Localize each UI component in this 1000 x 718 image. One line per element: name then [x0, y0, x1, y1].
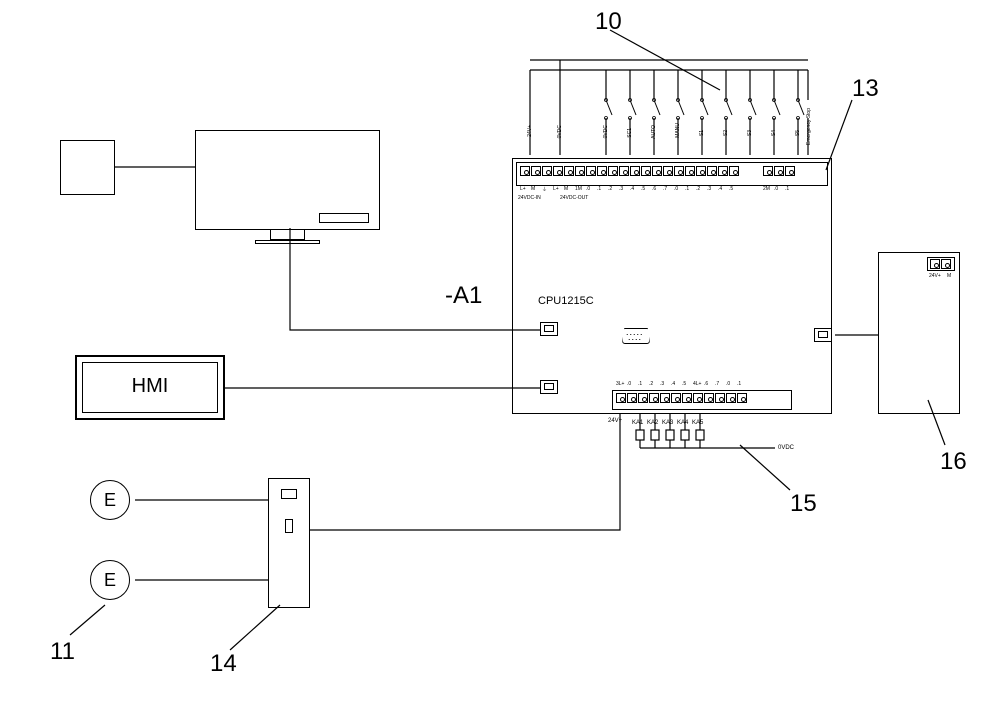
callout-14: 14: [210, 650, 237, 678]
sig-lbl-sc1: SC1: [627, 128, 633, 138]
out-24v-label: 24V+: [608, 418, 622, 424]
hmi-label: HMI: [77, 375, 223, 398]
callout-15: 15: [790, 490, 817, 518]
sig-lbl-0vdc-a: 0VDC: [557, 125, 563, 138]
sig-lbl-s5: S5: [795, 130, 801, 136]
diagram-canvas: HMI -A1 E E L+ M ⏚ L+ M 1M .0 .1 .2: [0, 0, 1000, 718]
module-port: [285, 519, 293, 533]
sig-lbl-s1: S1: [699, 130, 705, 136]
callout-13: 13: [852, 75, 879, 103]
plc-bottom-labels: 3L+ .0 .1 .2 .3 .4 .5 4L+ .6 .7 .0 .1: [616, 381, 747, 387]
monitor-base: [255, 240, 320, 244]
encoder-1-label: E: [104, 490, 116, 511]
plc-ethernet-port-2: [540, 380, 558, 394]
plc-top-labels: L+ M ⏚ L+ M 1M .0 .1 .2 .3 .4 .5 .6 .7 .…: [520, 186, 795, 193]
sig-lbl-auto: AUTO: [651, 125, 657, 139]
encoder-2: E: [90, 560, 130, 600]
exp-term-24v: 24V+: [929, 273, 941, 279]
plc-top-terminals: [520, 166, 795, 176]
callout-11: 11: [50, 638, 75, 666]
pwr-in-label: 24VDC-IN: [518, 195, 541, 201]
encoder-2-label: E: [104, 570, 116, 591]
sig-lbl-0vdc-b: 0VDC: [603, 125, 609, 138]
plc-dsub-port: ∘∘∘∘∘ ∘∘∘∘: [622, 328, 650, 344]
plc-cpu-label: CPU1215C: [538, 295, 594, 307]
a1-label: -A1: [445, 282, 482, 310]
monitor-stand: [270, 230, 305, 240]
interface-module: [268, 478, 310, 608]
plc-ethernet-port-1: [540, 322, 558, 336]
external-device-box: [60, 140, 115, 195]
out-0vdc-label: 0VDC: [778, 445, 794, 451]
sig-lbl-estop: Emergency Stop: [806, 108, 812, 145]
pwr-out-label: 24VDC-OUT: [560, 195, 588, 201]
callout-10: 10: [595, 8, 622, 36]
encoder-1: E: [90, 480, 130, 520]
hmi-box: HMI: [75, 355, 225, 420]
sig-lbl-s3: S3: [747, 130, 753, 136]
exp-term-m: M: [947, 273, 951, 279]
sig-lbl-s4: S4: [771, 130, 777, 136]
sig-lbl-s2: S2: [723, 130, 729, 136]
expansion-module: 24V+ M: [878, 252, 960, 414]
plc-ext-port: [814, 328, 832, 342]
plc-bottom-terminals: [616, 393, 747, 403]
module-indicator: [281, 489, 297, 499]
monitor-box: [195, 130, 380, 230]
sig-lbl-24v: 24V+: [527, 125, 533, 137]
monitor-slot: [319, 213, 369, 223]
callout-16: 16: [940, 448, 967, 476]
relay-labels: KA1 KA2 KA3 KA4 KA5: [632, 420, 706, 426]
sig-lbl-manu: MANU: [675, 123, 681, 138]
